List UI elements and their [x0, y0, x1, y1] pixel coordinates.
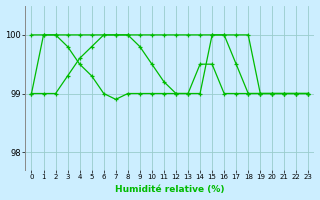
X-axis label: Humidité relative (%): Humidité relative (%): [115, 185, 225, 194]
